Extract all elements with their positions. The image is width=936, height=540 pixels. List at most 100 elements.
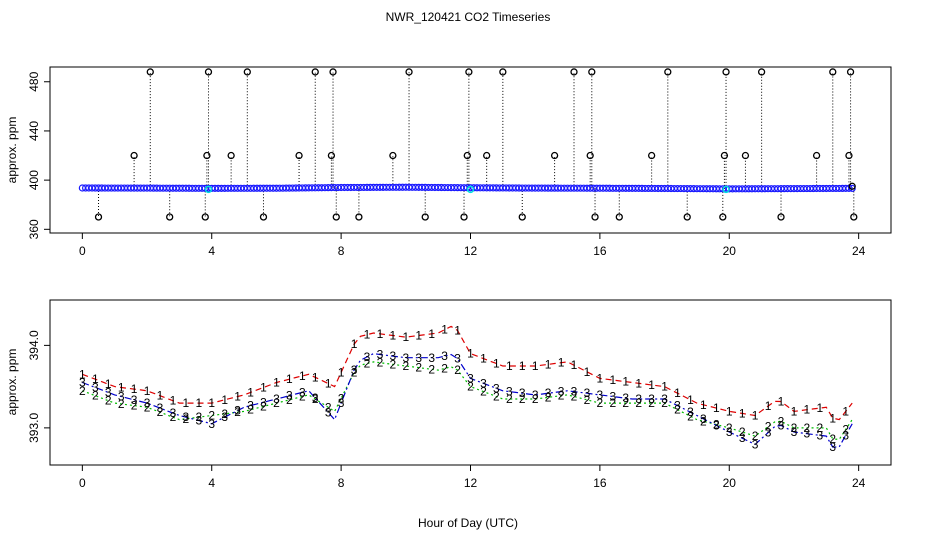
- series-1-line: [82, 325, 853, 421]
- outlier-point: [741, 151, 750, 160]
- series-3-marker: 3: [648, 392, 655, 406]
- series-3-marker: 3: [713, 418, 720, 432]
- series-3-marker: 3: [92, 380, 99, 394]
- bottom-x-tick-label: 12: [464, 476, 478, 490]
- series-1-marker: 1: [493, 357, 500, 371]
- series-1-marker: 1: [726, 404, 733, 418]
- bottom-y-axis: 393.0 394.0: [27, 330, 50, 443]
- series-3-marker: 3: [804, 427, 811, 441]
- bottom-x-tick-label: 20: [723, 476, 737, 490]
- series-2-marker: 2: [622, 396, 629, 410]
- series-2-marker: 2: [131, 399, 138, 413]
- series-1-marker: 1: [157, 389, 164, 403]
- series-2-marker: 2: [726, 421, 733, 435]
- series-2-marker: 2: [648, 396, 655, 410]
- series-2-marker: 2: [558, 389, 565, 403]
- series-3-marker: 3: [118, 390, 125, 404]
- series-3-marker: 3: [558, 385, 565, 399]
- series-1-marker: 1: [661, 380, 668, 394]
- series-1-marker: 1: [131, 382, 138, 396]
- series-1-marker: 1: [648, 378, 655, 392]
- series-3-marker: 3: [687, 405, 694, 419]
- outlier-point: [664, 68, 672, 76]
- top-x-tick-label: 4: [208, 244, 215, 258]
- series-2-marker: 2: [402, 359, 409, 373]
- top-y-tick-label: 480: [27, 71, 41, 91]
- series-3-marker: 3: [778, 418, 785, 432]
- outlier-point: [615, 213, 623, 221]
- series-1-marker: 1: [377, 327, 384, 341]
- series-3-marker: 3: [519, 386, 526, 400]
- outlier-point: [94, 213, 103, 221]
- series-2-marker: 2: [584, 393, 591, 407]
- series-2-marker: 2: [765, 420, 772, 434]
- series-2-marker: 2: [299, 390, 306, 404]
- series-3-marker: 3: [765, 426, 772, 440]
- outlier-point: [647, 151, 656, 160]
- series-1-marker: 1: [183, 396, 190, 410]
- bottom-x-tick-label: 8: [338, 476, 345, 490]
- top-x-tick-label: 0: [79, 244, 86, 258]
- outlier-point: [201, 213, 209, 221]
- series-3-marker: 3: [635, 392, 642, 406]
- series-3-marker: 3: [105, 385, 112, 399]
- series-1-marker: 1: [739, 406, 746, 420]
- top-highlight-points: [204, 185, 730, 194]
- outlier-point: [166, 213, 174, 221]
- series-3-marker: 3: [532, 388, 539, 402]
- series-2-marker: 2: [157, 405, 164, 419]
- series-1-marker: 1: [273, 376, 280, 390]
- series-3-marker: 3: [183, 410, 190, 424]
- series-2-marker: 2: [441, 361, 448, 375]
- outlier-point: [259, 213, 268, 221]
- series-3-marker: 3: [622, 391, 629, 405]
- bottom-x-tick-label: 0: [79, 476, 86, 490]
- series-2-marker: 2: [804, 421, 811, 435]
- series-3-marker: 3: [170, 406, 177, 420]
- series-3-marker: 3: [674, 399, 681, 413]
- series-2-marker: 2: [234, 405, 241, 419]
- series-2-marker: 2: [260, 399, 267, 413]
- series-3-marker: 3: [700, 412, 707, 426]
- series-2-marker: 2: [545, 390, 552, 404]
- series-3-line: [82, 352, 853, 448]
- series-1-marker: 1: [791, 404, 798, 418]
- series-3-marker: 3: [493, 381, 500, 395]
- outlier-point: [722, 68, 730, 76]
- series-3-marker: 3: [441, 349, 448, 363]
- series-2-marker: 2: [674, 403, 681, 417]
- co2-point: [848, 184, 856, 192]
- series-2-marker: 2: [829, 432, 836, 446]
- series-2-marker: 2: [364, 357, 371, 371]
- series-1-marker: 1: [260, 380, 267, 394]
- outlier-point: [463, 151, 471, 160]
- series-1-marker: 1: [816, 401, 823, 415]
- top-panel: approx. ppm 0 4 8 12 16 20 24 360 400 440 480: [5, 66, 892, 258]
- series-2-marker: 2: [183, 412, 190, 426]
- series-2-marker: 2: [454, 363, 461, 377]
- series-1-marker: 1: [312, 370, 319, 384]
- series-2-marker: 2: [493, 390, 500, 404]
- series-2-marker: 2: [506, 392, 513, 406]
- series-3-marker: 3: [752, 437, 759, 451]
- series-3-marker: 3: [506, 385, 513, 399]
- series-2-marker: 2: [390, 357, 397, 371]
- series-1-marker: 1: [584, 365, 591, 379]
- series-1-marker: 1: [804, 403, 811, 417]
- series-2-marker: 2: [519, 392, 526, 406]
- series-3-marker: 3: [584, 386, 591, 400]
- outlier-point: [130, 151, 138, 160]
- series-1-marker: 1: [92, 372, 99, 386]
- series-3-marker: 3: [351, 363, 358, 377]
- series-2-marker: 2: [247, 403, 254, 417]
- top-outlier-lines: [98, 71, 855, 218]
- top-x-tick-label: 24: [852, 244, 866, 258]
- series-1-marker: 1: [454, 324, 461, 338]
- series-1-marker: 1: [441, 323, 448, 337]
- outlier-point: [421, 213, 429, 221]
- bottom-series-lines: [82, 325, 853, 448]
- series-3-marker: 3: [480, 376, 487, 390]
- chart-title: NWR_120421 CO2 Timeseries: [386, 10, 551, 24]
- top-x-tick-label: 8: [338, 244, 345, 258]
